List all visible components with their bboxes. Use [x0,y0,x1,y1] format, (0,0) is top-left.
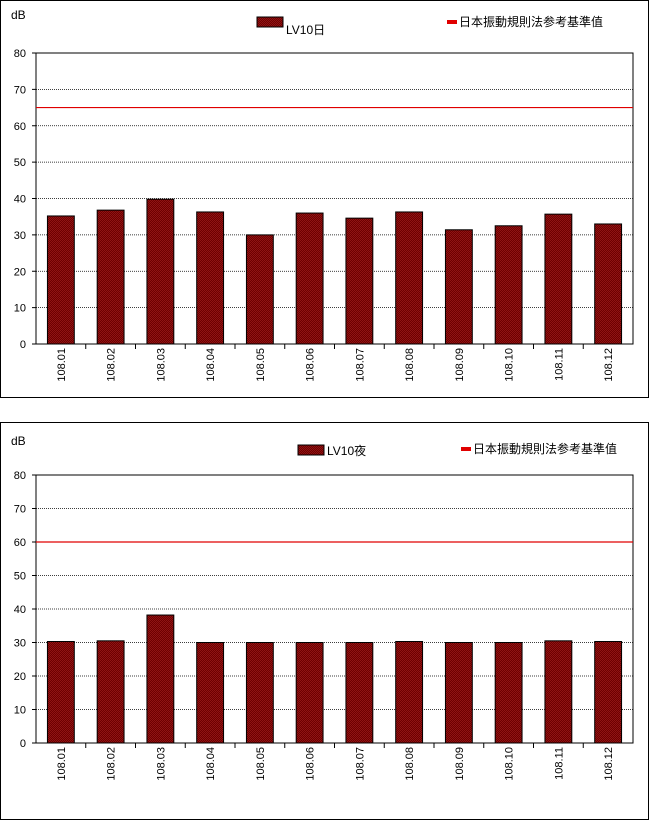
bar [245,642,274,744]
bar [395,211,424,345]
y-tick-label: 50 [14,571,26,583]
x-tick-label: 108.03 [155,348,167,382]
x-tick-label: 108.12 [603,747,615,781]
y-tick-label: 80 [14,48,26,60]
bar [494,642,523,744]
x-tick-label: 108.08 [404,747,416,781]
x-tick-label: 108.11 [553,348,565,381]
bar [544,213,573,345]
legend-reference-label: 日本振動規則法参考基準值 [473,441,617,456]
y-tick-label: 40 [14,604,26,616]
x-tick-label: 108.01 [56,348,68,382]
y-tick-label: 30 [14,230,26,242]
x-tick-label: 108.06 [305,747,317,781]
x-tick-label: 108.11 [553,747,565,780]
x-tick-label: 108.05 [255,348,267,382]
x-tick-label: 108.12 [603,348,615,382]
bar [196,211,225,345]
bar [444,229,473,345]
legend: LV10夜 日本振動規則法参考基準值 [297,441,617,458]
x-tick-label: 108.02 [106,348,118,382]
legend-series-swatch [297,444,325,456]
y-tick-label: 40 [14,194,26,206]
bar [146,614,175,744]
bar [295,642,324,744]
x-tick-label: 108.09 [454,747,466,781]
x-tick-label: 108.06 [305,348,317,382]
legend: LV10日 日本振動規則法参考基準值 [256,14,603,37]
legend-series-label: LV10日 [286,23,325,37]
y-tick-label: 60 [14,121,26,133]
bar [345,217,374,345]
y-axis-unit-label: dB [11,434,26,448]
y-tick-label: 30 [14,638,26,650]
bar [46,640,75,744]
x-tick-label: 108.04 [205,747,217,781]
bar [594,223,623,345]
x-tick-label: 108.05 [255,747,267,781]
bar [544,640,573,744]
legend-series-label: LV10夜 [327,443,366,458]
x-tick-label: 108.01 [56,747,68,781]
plot-area: 0 10 20 30 40 50 60 70 80 108.01 108.02 108.03 108.0… [14,470,634,781]
y-axis-unit-label: dB [11,8,26,22]
night-vibration-chart-panel: dB LV10夜 日本振動規則法参考基準值 0 10 20 30 40 50 60 70 80 1… [0,422,649,820]
legend-reference-label: 日本振動規則法参考基準值 [459,14,603,29]
day-vibration-chart-panel: dB LV10日 日本振動規則法参考基準值 0 10 20 30 40 50 60 70 80 1… [0,0,649,398]
bar [395,640,424,744]
bar [96,209,125,345]
y-tick-label: 10 [14,705,26,717]
bar [245,234,274,345]
y-tick-label: 60 [14,537,26,549]
x-tick-label: 108.04 [205,348,217,382]
y-tick-label: 70 [14,504,26,516]
x-tick-label: 108.10 [504,348,516,382]
y-tick-label: 10 [14,303,26,315]
bar [594,640,623,744]
y-tick-label: 20 [14,671,26,683]
y-tick-label: 20 [14,266,26,278]
x-tick-label: 108.07 [354,348,366,382]
x-tick-label: 108.08 [404,348,416,382]
legend-series-swatch [256,16,284,28]
plot-area: 0 10 20 30 40 50 60 70 80 108.01 108.02 108.03 108.0… [14,48,634,382]
bar [46,215,75,345]
bar [345,642,374,744]
x-tick-label: 108.10 [504,747,516,781]
bar [494,225,523,345]
y-tick-label: 0 [20,339,26,351]
y-tick-label: 0 [20,738,26,750]
x-tick-label: 108.02 [106,747,118,781]
bar [196,642,225,744]
x-tick-label: 108.03 [155,747,167,781]
bar [96,640,125,744]
y-tick-label: 50 [14,157,26,169]
x-tick-label: 108.09 [454,348,466,382]
night-vibration-chart: dB LV10夜 日本振動規則法参考基準值 0 10 20 30 40 50 60 70 80 1… [11,434,634,781]
day-vibration-chart: dB LV10日 日本振動規則法参考基準值 0 10 20 30 40 50 60 70 80 1… [11,8,634,382]
y-tick-label: 80 [14,470,26,482]
legend-reference-swatch [461,447,471,451]
legend-reference-swatch [447,20,457,24]
y-tick-label: 70 [14,84,26,96]
x-tick-label: 108.07 [354,747,366,781]
bar [146,198,175,345]
bar [295,212,324,345]
bar [444,642,473,744]
